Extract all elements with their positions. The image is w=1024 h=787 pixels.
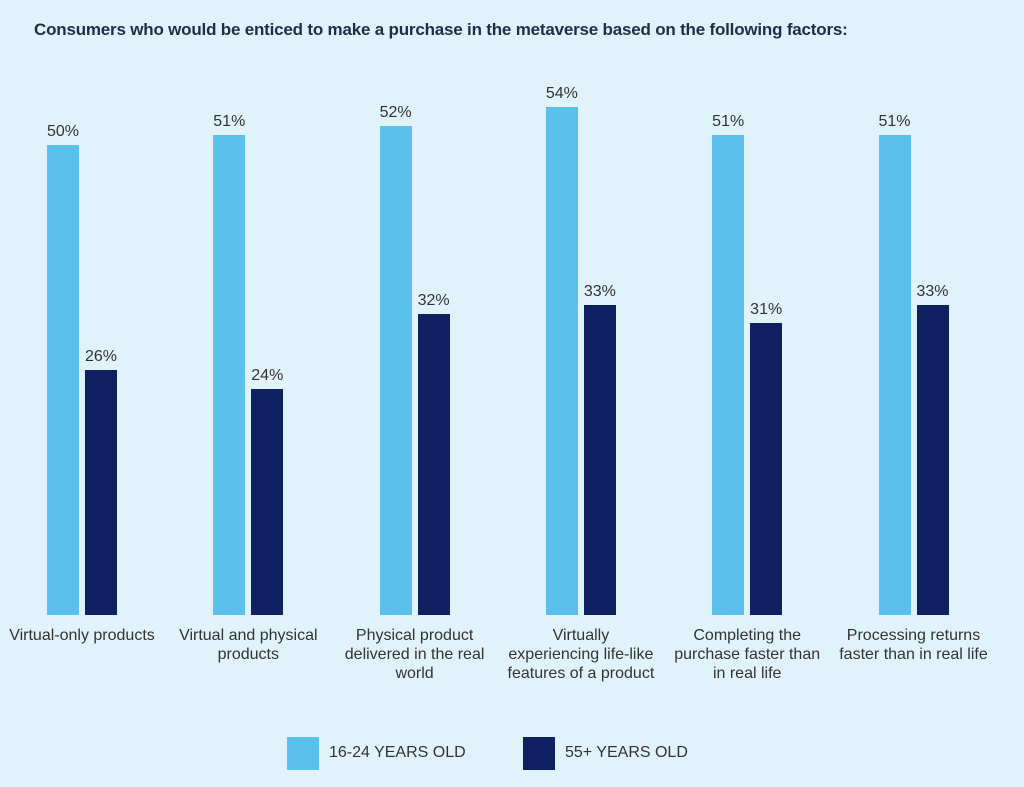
data-label: 51%	[213, 113, 246, 131]
bar	[916, 304, 949, 615]
data-label: 51%	[878, 113, 911, 131]
data-label: 51%	[712, 113, 745, 131]
x-tick-label: Physical product delivered in the real w…	[344, 627, 485, 682]
legend-swatch	[287, 737, 319, 770]
data-label: 52%	[379, 103, 412, 121]
data-label: 54%	[545, 85, 578, 102]
data-label: 32%	[417, 291, 450, 309]
legend-label: 16-24 YEARS OLD	[329, 744, 466, 761]
bar	[750, 323, 783, 615]
data-label: 33%	[916, 282, 949, 300]
bar	[712, 135, 745, 615]
bar	[251, 389, 284, 615]
data-label: 31%	[750, 301, 783, 319]
chart-title: Consumers who would be enticed to make a…	[34, 20, 848, 39]
bar	[545, 107, 578, 615]
legend-label: 55+ YEARS OLD	[565, 744, 688, 761]
bar	[878, 135, 911, 615]
legend-swatch	[523, 737, 555, 770]
x-tick-label: Virtually experiencing life-like feature…	[507, 627, 655, 682]
data-label: 24%	[251, 367, 284, 385]
data-label: 33%	[583, 282, 616, 300]
data-label: 26%	[84, 348, 118, 366]
bar	[417, 313, 450, 615]
x-tick-label: Completing the purchase faster than in r…	[674, 627, 821, 682]
bar	[213, 135, 246, 615]
x-tick-label: Virtual and physical products	[179, 627, 318, 663]
data-label: 50%	[46, 122, 80, 140]
bar	[379, 125, 412, 615]
x-tick-label: Processing returns faster than in real l…	[839, 627, 988, 663]
x-tick-label: Virtual-only products	[9, 627, 155, 644]
bar	[85, 370, 117, 615]
bar	[47, 144, 79, 615]
bar	[583, 304, 616, 615]
